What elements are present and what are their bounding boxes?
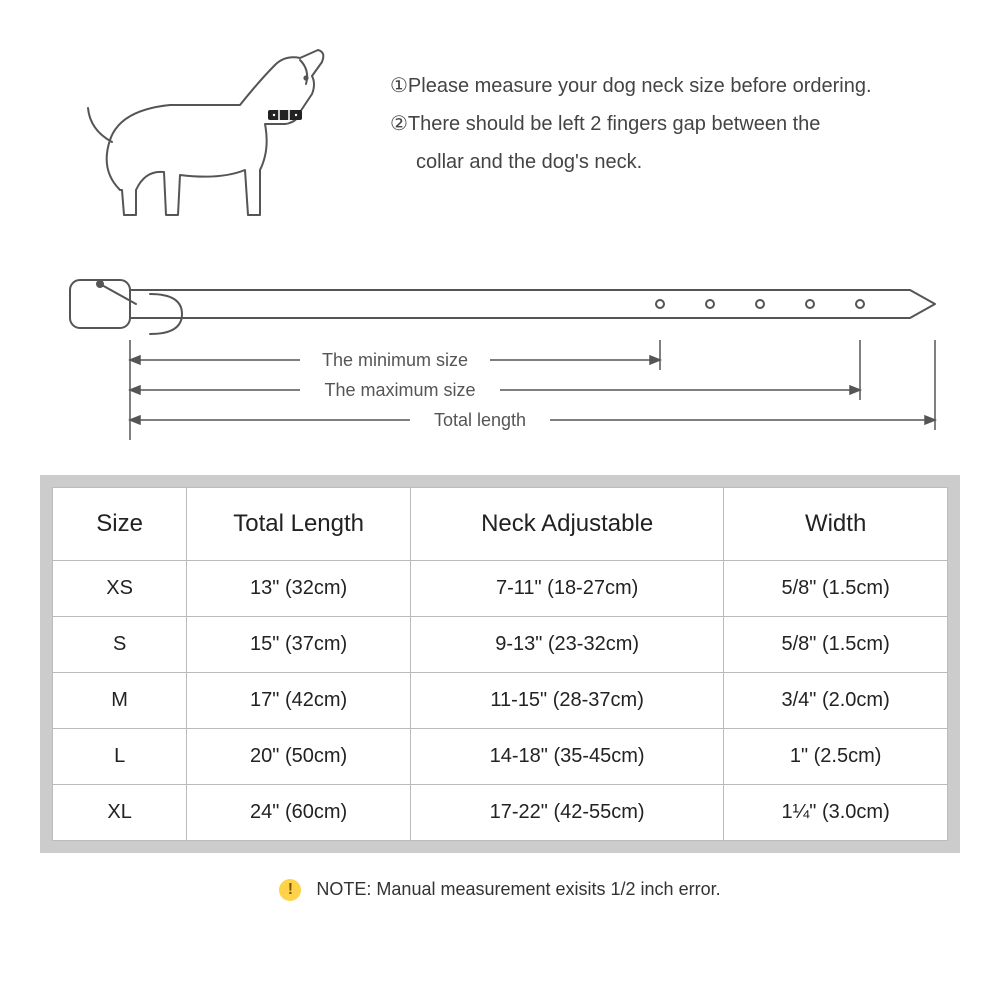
size-table: Size Total Length Neck Adjustable Width …: [52, 487, 948, 841]
table-cell: 5/8" (1.5cm): [724, 617, 948, 673]
instructions: ①Please measure your dog neck size befor…: [360, 30, 960, 184]
table-row: S15" (37cm)9-13" (23-32cm)5/8" (1.5cm): [53, 617, 948, 673]
col-total: Total Length: [187, 488, 411, 561]
table-cell: M: [53, 673, 187, 729]
table-cell: 14-18" (35-45cm): [411, 729, 724, 785]
table-cell: 13" (32cm): [187, 561, 411, 617]
table-cell: 9-13" (23-32cm): [411, 617, 724, 673]
table-cell: 15" (37cm): [187, 617, 411, 673]
warning-icon: !: [279, 879, 301, 901]
note-row: ! NOTE: Manual measurement exisits 1/2 i…: [0, 879, 1000, 901]
table-cell: 1" (2.5cm): [724, 729, 948, 785]
table-cell: XL: [53, 785, 187, 841]
table-row: XL24" (60cm)17-22" (42-55cm)1¼" (3.0cm): [53, 785, 948, 841]
table-cell: 1¼" (3.0cm): [724, 785, 948, 841]
note-text: NOTE: Manual measurement exisits 1/2 inc…: [316, 879, 720, 899]
max-size-label: The maximum size: [324, 380, 475, 400]
table-cell: XS: [53, 561, 187, 617]
table-cell: 17" (42cm): [187, 673, 411, 729]
table-row: L20" (50cm)14-18" (35-45cm)1" (2.5cm): [53, 729, 948, 785]
table-cell: 24" (60cm): [187, 785, 411, 841]
table-cell: 3/4" (2.0cm): [724, 673, 948, 729]
min-size-label: The minimum size: [322, 350, 468, 370]
table-cell: 17-22" (42-55cm): [411, 785, 724, 841]
instruction-2a: ②There should be left 2 fingers gap betw…: [390, 108, 960, 140]
col-neck: Neck Adjustable: [411, 488, 724, 561]
table-cell: 5/8" (1.5cm): [724, 561, 948, 617]
total-length-label: Total length: [434, 410, 526, 430]
col-size: Size: [53, 488, 187, 561]
col-width: Width: [724, 488, 948, 561]
size-table-container: Size Total Length Neck Adjustable Width …: [40, 475, 960, 853]
table-cell: 20" (50cm): [187, 729, 411, 785]
table-cell: 7-11" (18-27cm): [411, 561, 724, 617]
table-cell: 11-15" (28-37cm): [411, 673, 724, 729]
dog-illustration: [60, 30, 360, 250]
table-cell: S: [53, 617, 187, 673]
table-header-row: Size Total Length Neck Adjustable Width: [53, 488, 948, 561]
instruction-2b: collar and the dog's neck.: [390, 146, 960, 178]
table-row: XS13" (32cm)7-11" (18-27cm)5/8" (1.5cm): [53, 561, 948, 617]
table-row: M17" (42cm)11-15" (28-37cm)3/4" (2.0cm): [53, 673, 948, 729]
table-cell: L: [53, 729, 187, 785]
instruction-1: ①Please measure your dog neck size befor…: [390, 70, 960, 102]
top-section: ①Please measure your dog neck size befor…: [0, 0, 1000, 260]
collar-diagram: The minimum size The maximum size Total …: [50, 270, 950, 455]
